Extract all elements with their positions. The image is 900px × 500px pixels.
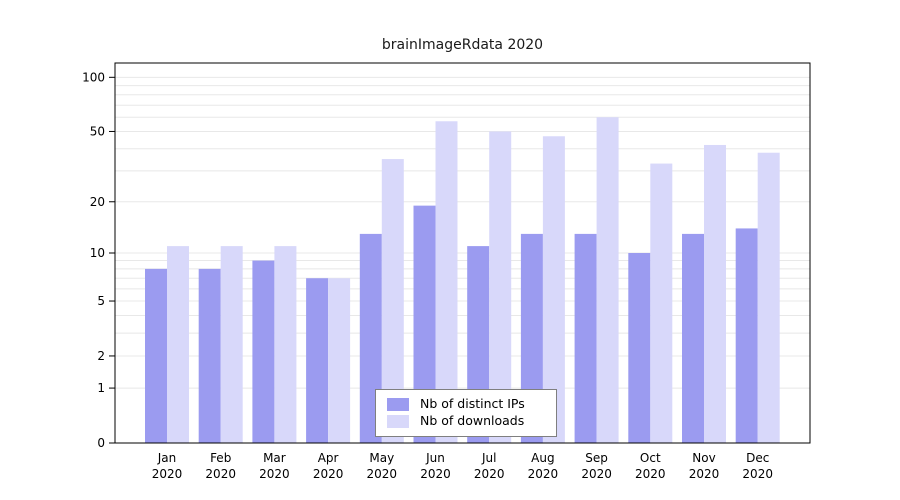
bar-downloads-5 <box>435 121 458 443</box>
bar-downloads-6 <box>489 131 512 443</box>
bar-distinct-ips-9 <box>628 253 651 443</box>
x-axis-label-year: 2020 <box>635 467 666 481</box>
legend-swatch-distinct-ips <box>387 398 409 411</box>
x-axis-label-month: Nov <box>692 451 715 465</box>
legend-label-downloads: Nb of downloads <box>420 413 525 429</box>
x-axis-label-month: May <box>369 451 394 465</box>
bar-downloads-2 <box>274 246 297 443</box>
bar-downloads-0 <box>167 246 189 443</box>
bar-downloads-9 <box>650 163 673 443</box>
x-axis-label-year: 2020 <box>581 467 612 481</box>
x-axis-label-month: Jan <box>157 451 177 465</box>
x-axis-label-year: 2020 <box>259 467 290 481</box>
x-axis-label-year: 2020 <box>205 467 236 481</box>
bar-distinct-ips-11 <box>735 228 758 443</box>
x-axis-label-month: Dec <box>746 451 769 465</box>
bar-downloads-8 <box>596 117 619 443</box>
y-axis-tick-label: 2 <box>97 349 105 363</box>
x-axis-label-month: Apr <box>318 451 339 465</box>
legend: Nb of distinct IPs Nb of downloads <box>375 389 557 437</box>
y-axis-tick-label: 50 <box>90 124 105 138</box>
x-axis-label-month: Feb <box>210 451 231 465</box>
legend-item-distinct-ips: Nb of distinct IPs <box>387 398 556 411</box>
bar-downloads-7 <box>542 136 565 443</box>
bar-downloads-10 <box>704 144 726 443</box>
x-axis-label-year: 2020 <box>313 467 344 481</box>
bar-distinct-ips-1 <box>198 268 221 443</box>
bar-distinct-ips-0 <box>145 268 167 443</box>
bar-downloads-3 <box>328 278 351 443</box>
x-axis-label-year: 2020 <box>152 467 183 481</box>
legend-label-distinct-ips: Nb of distinct IPs <box>420 396 525 412</box>
y-axis-tick-label: 5 <box>97 294 105 308</box>
x-axis-label-month: Jul <box>481 451 496 465</box>
bar-distinct-ips-2 <box>252 260 275 443</box>
bar-distinct-ips-3 <box>306 278 329 443</box>
x-axis-label-month: Sep <box>585 451 608 465</box>
x-axis-label-year: 2020 <box>742 467 773 481</box>
y-axis-tick-label: 10 <box>90 246 105 260</box>
bar-distinct-ips-5 <box>413 205 436 443</box>
bar-downloads-4 <box>381 159 404 444</box>
legend-swatch-downloads <box>387 415 409 428</box>
y-axis-tick-label: 20 <box>90 195 105 209</box>
x-axis-label-month: Oct <box>640 451 661 465</box>
legend-item-downloads: Nb of downloads <box>387 415 556 428</box>
x-axis-label-year: 2020 <box>474 467 505 481</box>
bar-downloads-1 <box>220 246 243 443</box>
x-axis-label-year: 2020 <box>367 467 398 481</box>
y-axis-tick-label: 1 <box>97 381 105 395</box>
x-axis-label-year: 2020 <box>528 467 559 481</box>
x-axis-label-year: 2020 <box>689 467 720 481</box>
chart-title: brainImageRdata 2020 <box>381 37 544 53</box>
bar-distinct-ips-8 <box>574 233 597 443</box>
x-axis-label-year: 2020 <box>420 467 451 481</box>
y-axis-tick-label: 0 <box>97 436 105 450</box>
y-axis-tick-label: 100 <box>82 70 105 84</box>
bar-distinct-ips-10 <box>682 233 704 443</box>
x-axis-label-month: Jun <box>425 451 445 465</box>
x-axis-label-month: Aug <box>531 451 554 465</box>
x-axis-label-month: Mar <box>263 451 286 465</box>
bar-downloads-11 <box>757 152 780 443</box>
